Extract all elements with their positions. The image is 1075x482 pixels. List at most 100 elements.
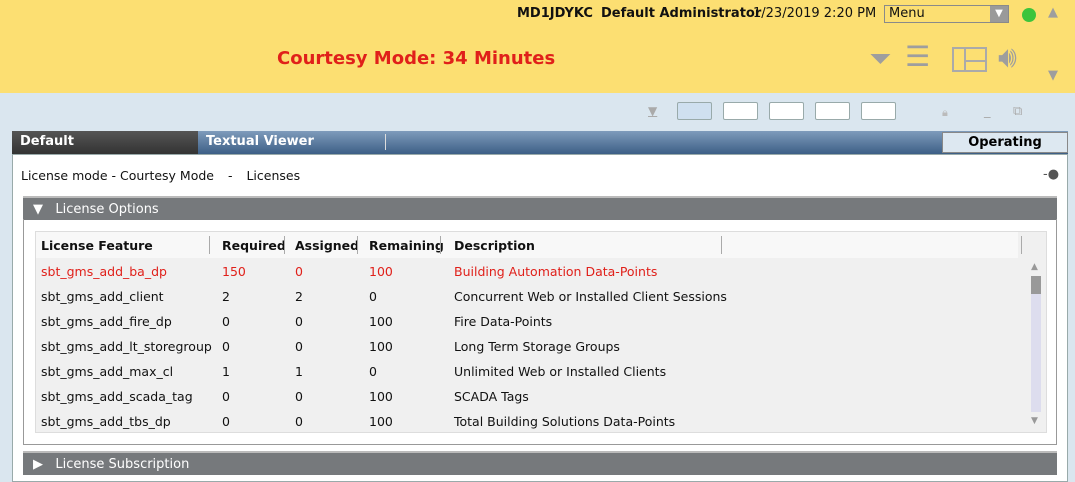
- table-row[interactable]: sbt_gms_add_fire_dp 0 0 100 Fire Data-Points: [36, 310, 1026, 335]
- cell-description: Total Building Solutions Data-Points: [454, 414, 676, 429]
- content-panel: License mode - Courtesy Mode - Licenses …: [12, 154, 1068, 482]
- section-title: License Subscription: [55, 457, 190, 472]
- user-name: Default Administrator: [601, 6, 762, 21]
- chevron-down-icon: ▼: [990, 6, 1008, 22]
- cell-feature: sbt_gms_add_scada_tag: [41, 389, 193, 404]
- cell-assigned: 0: [295, 314, 303, 329]
- cell-required: 150: [222, 264, 246, 279]
- layout-four-pane-button[interactable]: [677, 102, 712, 120]
- cell-remaining: 100: [369, 414, 393, 429]
- cell-remaining: 100: [369, 264, 393, 279]
- col-assigned[interactable]: Assigned: [295, 238, 360, 253]
- cell-required: 0: [222, 414, 230, 429]
- column-divider[interactable]: [1021, 236, 1022, 254]
- breadcrumb: License mode - Courtesy Mode - Licenses: [21, 168, 300, 183]
- cell-required: 0: [222, 389, 230, 404]
- column-divider[interactable]: [357, 236, 358, 254]
- cell-remaining: 0: [369, 364, 377, 379]
- col-description[interactable]: Description: [454, 238, 535, 253]
- status-icon[interactable]: [1022, 8, 1036, 22]
- section-title: License Options: [55, 202, 159, 217]
- scroll-down-icon[interactable]: ▼: [1048, 68, 1058, 83]
- cell-feature: sbt_gms_add_max_cl: [41, 364, 174, 379]
- crumb-mode: License mode - Courtesy Mode: [21, 168, 214, 183]
- lock-icon[interactable]: 🔒︎: [942, 106, 948, 119]
- tab-default[interactable]: Default: [12, 131, 198, 154]
- operating-button[interactable]: Operating: [942, 132, 1068, 153]
- layout-icon[interactable]: [952, 47, 987, 72]
- table-row[interactable]: sbt_gms_add_scada_tag 0 0 100 SCADA Tags: [36, 385, 1026, 410]
- cell-remaining: 100: [369, 314, 393, 329]
- table-row[interactable]: sbt_gms_add_lt_storegroup 0 0 100 Long Term …: [36, 335, 1026, 360]
- layout-single-button[interactable]: [861, 102, 896, 120]
- layout-grid-button[interactable]: [815, 102, 850, 120]
- crumb-separator: -: [227, 168, 233, 183]
- datetime: 1/23/2019 2:20 PM: [753, 6, 877, 21]
- cell-assigned: 1: [295, 364, 303, 379]
- cell-assigned: 0: [295, 389, 303, 404]
- pin-icon[interactable]: -●: [1043, 167, 1060, 182]
- menu-dropdown[interactable]: Menu ▼: [884, 5, 1009, 23]
- column-divider[interactable]: [284, 236, 285, 254]
- speaker-icon[interactable]: 🔊︎: [998, 40, 1017, 75]
- license-options-body: License Feature Required Assigned Remain…: [23, 219, 1057, 445]
- column-divider[interactable]: [440, 236, 441, 254]
- cell-description: Building Automation Data-Points: [454, 264, 658, 279]
- cell-assigned: 2: [295, 289, 303, 304]
- cell-description: Long Term Storage Groups: [454, 339, 620, 354]
- cell-assigned: 0: [295, 264, 303, 279]
- tab-bar: Default Textual Viewer Operating: [12, 131, 1068, 154]
- restore-icon[interactable]: ⧉: [1013, 104, 1023, 119]
- table-row[interactable]: sbt_gms_add_max_cl 1 1 0 Unlimited Web or In…: [36, 360, 1026, 385]
- scrollbar-track[interactable]: [1031, 294, 1041, 412]
- cell-description: SCADA Tags: [454, 389, 529, 404]
- column-divider[interactable]: [721, 236, 722, 254]
- cell-remaining: 0: [369, 289, 377, 304]
- cell-description: Concurrent Web or Installed Client Sessi…: [454, 289, 727, 304]
- collapse-icon[interactable]: ▼: [648, 104, 658, 118]
- courtesy-mode-label: Courtesy Mode: 34 Minutes: [277, 48, 556, 69]
- cell-remaining: 100: [369, 389, 393, 404]
- license-table: License Feature Required Assigned Remain…: [35, 231, 1047, 433]
- column-divider[interactable]: [209, 236, 210, 254]
- cell-required: 0: [222, 314, 230, 329]
- col-license-feature[interactable]: License Feature: [41, 238, 153, 253]
- table-row[interactable]: sbt_gms_add_tbs_dp 0 0 100 Total Building So…: [36, 410, 1026, 435]
- cell-description: Unlimited Web or Installed Clients: [454, 364, 667, 379]
- layout-left-button[interactable]: [769, 102, 804, 120]
- menu-value: Menu: [889, 6, 925, 21]
- crumb-page: Licenses: [246, 168, 301, 183]
- cell-assigned: 0: [295, 339, 303, 354]
- minimize-icon[interactable]: _: [984, 104, 991, 119]
- license-subscription-header[interactable]: ▶ License Subscription: [23, 451, 1057, 475]
- cell-feature: sbt_gms_add_tbs_dp: [41, 414, 171, 429]
- scroll-down-icon[interactable]: ▼: [1031, 416, 1038, 426]
- tab-textual-viewer[interactable]: Textual Viewer: [206, 134, 314, 149]
- cell-required: 2: [222, 289, 230, 304]
- cell-feature: sbt_gms_add_ba_dp: [41, 264, 167, 279]
- col-remaining[interactable]: Remaining: [369, 238, 444, 253]
- cell-required: 1: [222, 364, 230, 379]
- scroll-up-icon[interactable]: ▲: [1031, 262, 1038, 272]
- scroll-up-icon[interactable]: ▲: [1048, 5, 1058, 20]
- header-bar: MD1JDYKC Default Administrator 1/23/2019…: [0, 0, 1075, 93]
- cell-required: 0: [222, 339, 230, 354]
- cell-feature: sbt_gms_add_fire_dp: [41, 314, 172, 329]
- list-play-icon[interactable]: ☰: [905, 40, 931, 73]
- cell-feature: sbt_gms_add_client: [41, 289, 164, 304]
- scrollbar[interactable]: ▲ ▼: [1029, 262, 1043, 432]
- col-required[interactable]: Required: [222, 238, 286, 253]
- table-row[interactable]: sbt_gms_add_ba_dp 150 0 100 Building Automat…: [36, 260, 1026, 285]
- cell-assigned: 0: [295, 414, 303, 429]
- table-row[interactable]: sbt_gms_add_client 2 2 0 Concurrent Web or I…: [36, 285, 1026, 310]
- tab-divider: [385, 134, 386, 150]
- license-options-header[interactable]: ▼ License Options: [23, 196, 1057, 220]
- cell-remaining: 100: [369, 339, 393, 354]
- layout-split-button[interactable]: [723, 102, 758, 120]
- scrollbar-thumb[interactable]: [1031, 276, 1041, 294]
- filter-icon[interactable]: ⏷: [869, 42, 892, 75]
- host-name: MD1JDYKC: [517, 6, 593, 21]
- table-header: License Feature Required Assigned Remain…: [36, 232, 1022, 258]
- cell-description: Fire Data-Points: [454, 314, 553, 329]
- expanded-icon: ▼: [33, 202, 43, 217]
